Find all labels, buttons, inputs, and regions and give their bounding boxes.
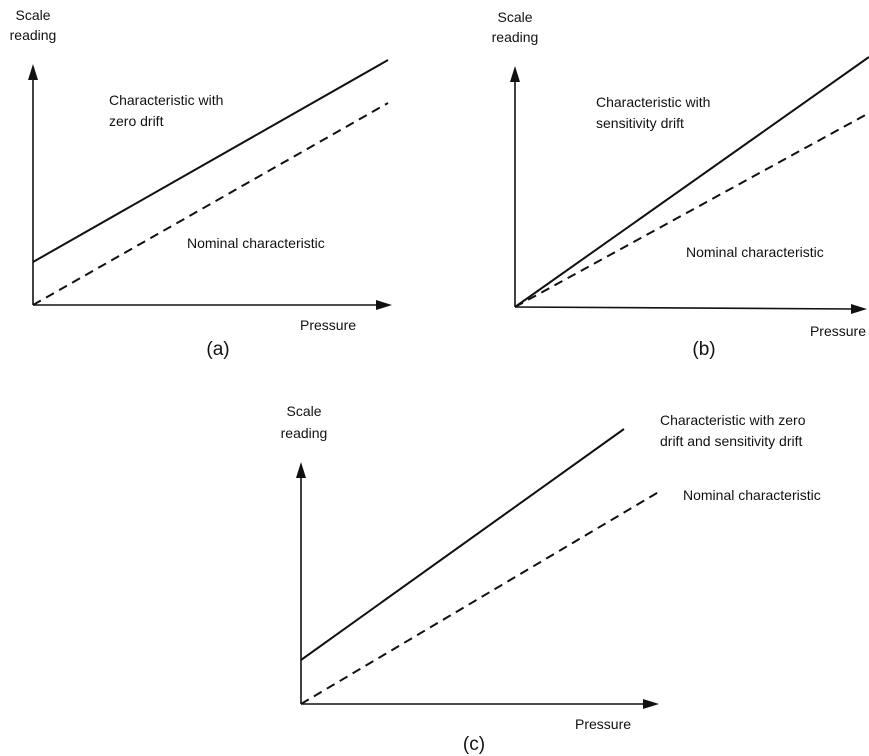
drift-characteristic-label: Characteristic with <box>109 92 223 108</box>
drift-characteristic-label-line2: zero drift <box>109 113 164 129</box>
nominal-characteristic-label: Nominal characteristic <box>686 244 824 260</box>
zero-drift-line <box>32 59 389 263</box>
drift-characteristic-label: Characteristic with <box>596 94 710 110</box>
x-axis-label: Pressure <box>300 317 356 333</box>
y-axis-label-line2: reading <box>281 425 328 441</box>
y-axis-label: Scale <box>497 9 532 25</box>
x-axis-arrowhead <box>643 699 659 709</box>
y-axis-arrowhead <box>510 66 520 82</box>
x-axis-label: Pressure <box>810 323 866 339</box>
panel-b: Scale reading Characteristic with sensit… <box>492 9 869 360</box>
x-axis-arrowhead <box>376 300 392 310</box>
y-axis-arrowhead <box>296 462 306 478</box>
y-axis-label: Scale <box>286 403 321 419</box>
drift-characteristic-label-line2: drift and sensitivity drift <box>660 433 802 449</box>
panel-a: Scale reading Characteristic with zero d… <box>10 7 392 360</box>
y-axis-label-line2: reading <box>10 27 57 43</box>
y-axis-label: Scale <box>15 7 50 23</box>
panel-c: Scale reading Characteristic with zero d… <box>281 403 821 755</box>
panel-caption: (c) <box>463 734 485 755</box>
drift-characteristic-label-line2: sensitivity drift <box>596 115 684 131</box>
panel-caption: (b) <box>692 339 715 360</box>
nominal-characteristic-label: Nominal characteristic <box>187 235 325 251</box>
x-axis-label: Pressure <box>575 716 631 732</box>
x-axis <box>514 306 854 310</box>
panel-caption: (a) <box>206 339 229 360</box>
nominal-line <box>514 112 869 308</box>
x-axis-arrowhead <box>851 304 867 314</box>
nominal-characteristic-label: Nominal characteristic <box>683 487 821 503</box>
y-axis-arrowhead <box>28 64 38 80</box>
nominal-line <box>32 102 389 306</box>
drift-characteristic-label: Characteristic with zero <box>660 412 806 428</box>
sensitivity-drift-line <box>514 56 869 308</box>
y-axis-label-line2: reading <box>492 29 539 45</box>
nominal-line <box>300 489 663 705</box>
combined-drift-line <box>300 428 625 661</box>
